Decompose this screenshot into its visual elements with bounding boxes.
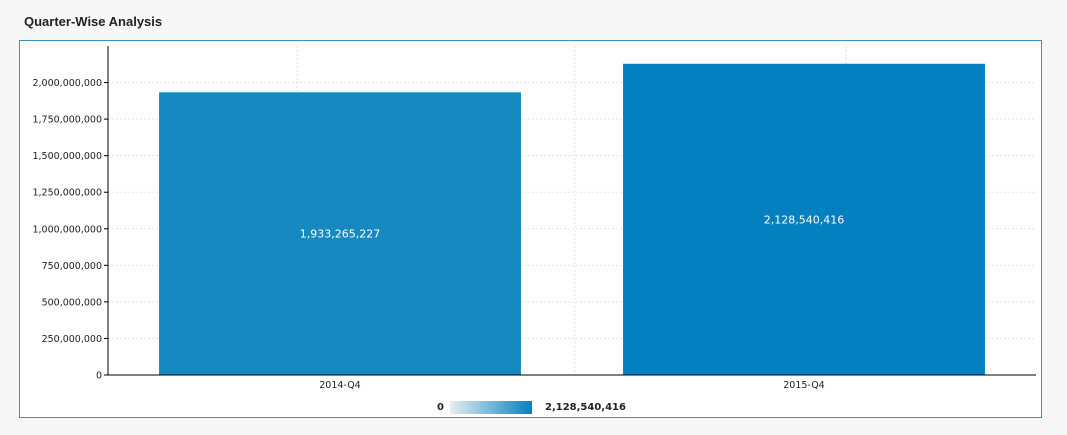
- bars-layer: 1,933,265,227 2,128,540,416: [159, 63, 985, 375]
- legend-max-label: 2,128,540,416: [545, 402, 626, 413]
- y-tick-label: 1,250,000,000: [32, 188, 102, 199]
- bar-value-label: 1,933,265,227: [300, 228, 380, 241]
- x-tick-label: 2015-Q4: [783, 380, 824, 391]
- y-tick-label: 1,750,000,000: [32, 115, 102, 126]
- axis-layer: 0 250,000,000 500,000,000 750,000,000 1,000,…: [32, 46, 1036, 391]
- legend-min-label: 0: [437, 402, 444, 413]
- y-tick-label: 2,000,000,000: [32, 78, 102, 89]
- y-tick-label: 1,500,000,000: [32, 151, 102, 162]
- y-tick-label: 250,000,000: [42, 334, 102, 345]
- x-tick-label: 2014-Q4: [319, 380, 360, 391]
- bar-value-label: 2,128,540,416: [764, 213, 844, 226]
- bar-2014-Q4[interactable]: [159, 92, 521, 375]
- bar-2015-Q4[interactable]: [623, 63, 985, 375]
- legend: 0 2,128,540,416: [437, 401, 626, 414]
- legend-gradient-bar: [450, 401, 532, 414]
- y-tick-label: 500,000,000: [42, 297, 102, 308]
- y-tick-label: 1,000,000,000: [32, 224, 102, 235]
- y-tick-label: 750,000,000: [42, 261, 102, 272]
- panel-title: Quarter-Wise Analysis: [24, 14, 163, 29]
- y-tick-label: 0: [96, 371, 102, 382]
